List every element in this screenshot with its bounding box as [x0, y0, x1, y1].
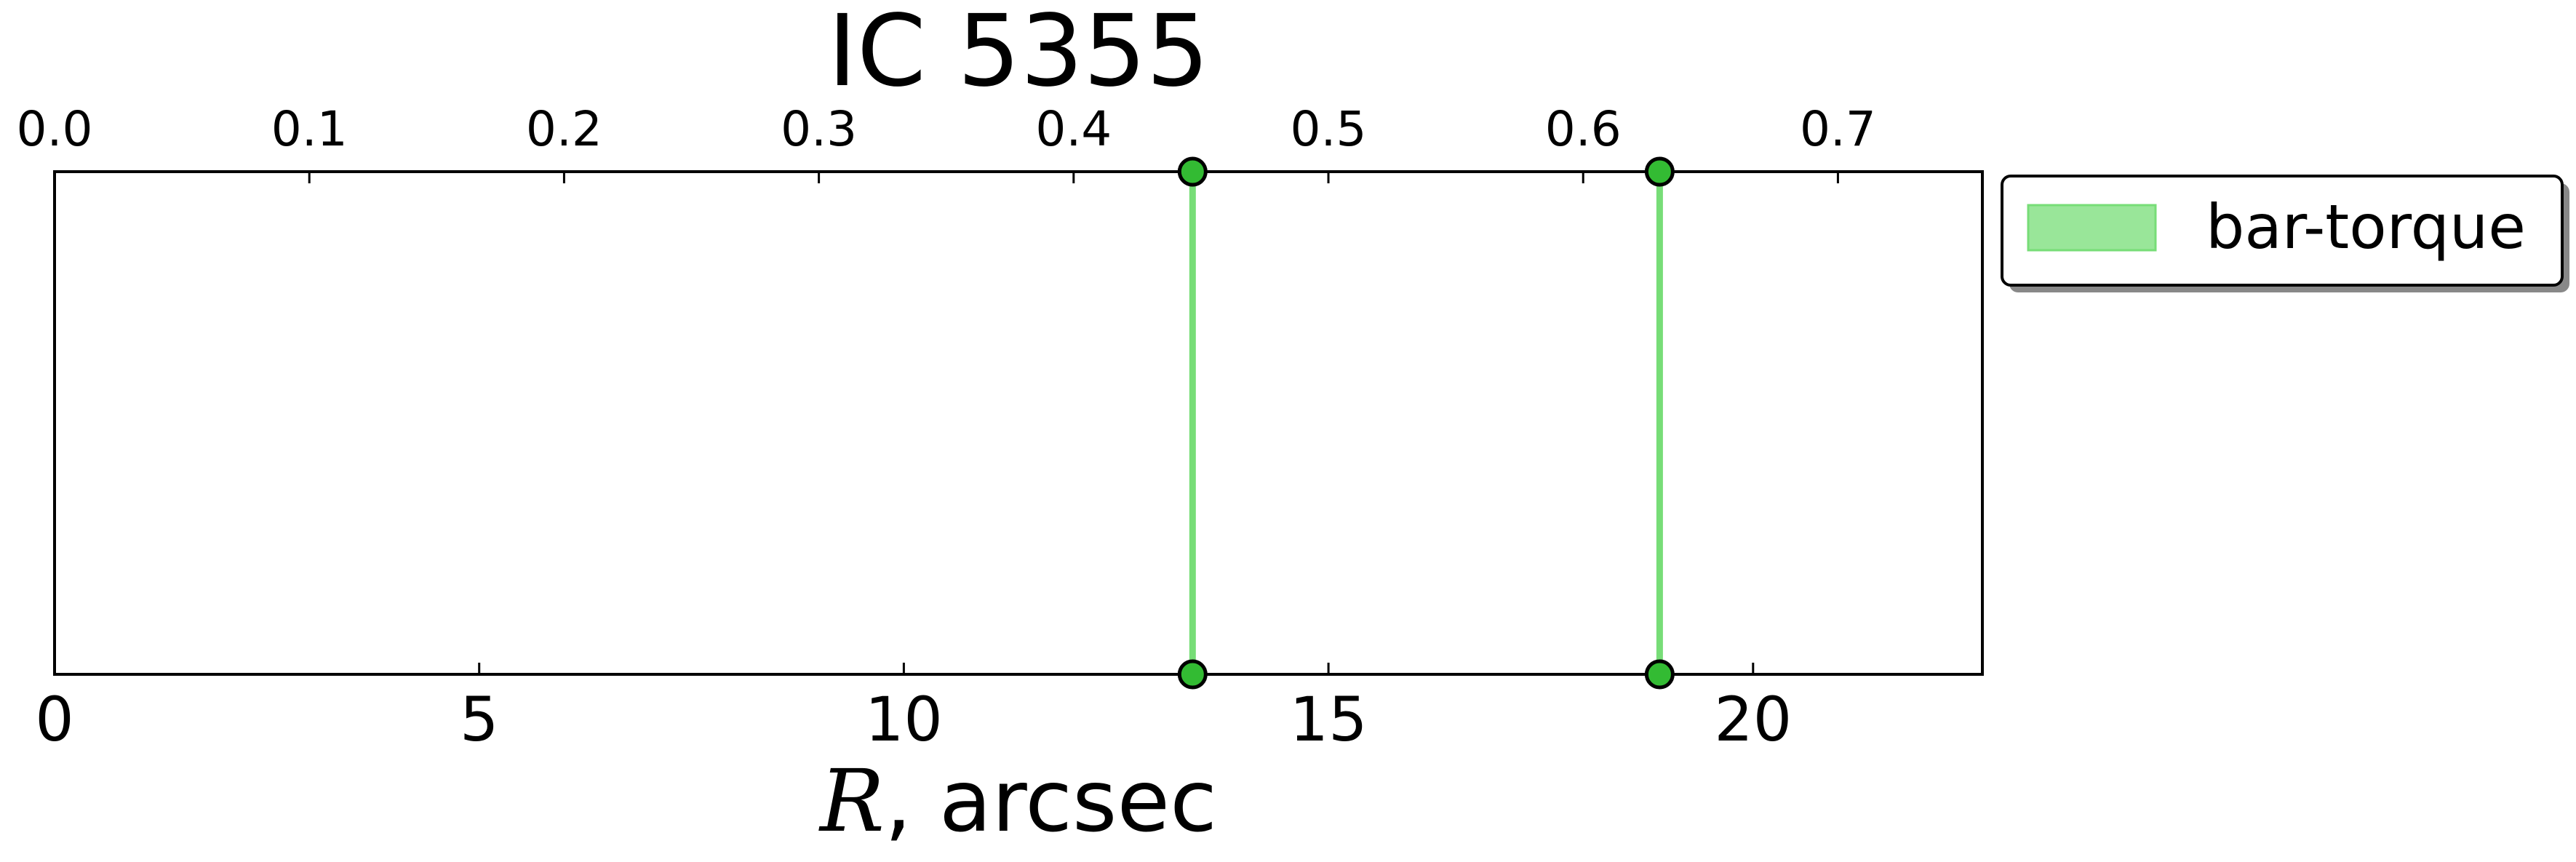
- series-layer: [1177, 156, 1675, 690]
- x-tick-label: 20: [1714, 684, 1792, 755]
- legend: bar-torque: [2001, 175, 2569, 292]
- x-tick-label: 10: [865, 684, 943, 755]
- legend-label-bar-torque: bar-torque: [2206, 191, 2526, 263]
- x-axis-label-symbol: R: [818, 751, 885, 851]
- top-tick-label: 0.0: [17, 101, 93, 157]
- bar-torque-marker-top: [1177, 156, 1208, 187]
- bottom-x-axis: 0 5 10 15 20: [35, 663, 1792, 755]
- plot-area: [53, 170, 1984, 676]
- top-tick-label: 0.3: [781, 101, 857, 157]
- top-tick-label: 0.7: [1800, 101, 1876, 157]
- top-tick-label: 0.6: [1545, 101, 1622, 157]
- x-tick-label: 5: [460, 684, 498, 755]
- legend-box: [2001, 175, 2564, 287]
- top-x-axis: 0.0 0.1 0.2 0.3 0.4 0.5 0.6 0.7: [17, 101, 1876, 183]
- bar-torque-marker-top: [1644, 156, 1675, 187]
- x-axis-label-text: , arcsec: [885, 751, 1217, 851]
- x-tick-label: 0: [35, 684, 73, 755]
- x-tick-label: 15: [1290, 684, 1368, 755]
- top-tick-label: 0.4: [1035, 101, 1112, 157]
- top-tick-label: 0.1: [271, 101, 348, 157]
- bar-torque-marker-bottom: [1177, 659, 1208, 690]
- top-tick-label: 0.5: [1291, 101, 1367, 157]
- x-axis-label: R, arcsec: [818, 751, 1217, 851]
- plot-frame: [53, 170, 1984, 676]
- bar-torque-marker-bottom: [1644, 659, 1675, 690]
- chart-title: IC 5355: [828, 0, 1209, 109]
- top-tick-label: 0.2: [526, 101, 602, 157]
- legend-swatch: [2027, 204, 2157, 252]
